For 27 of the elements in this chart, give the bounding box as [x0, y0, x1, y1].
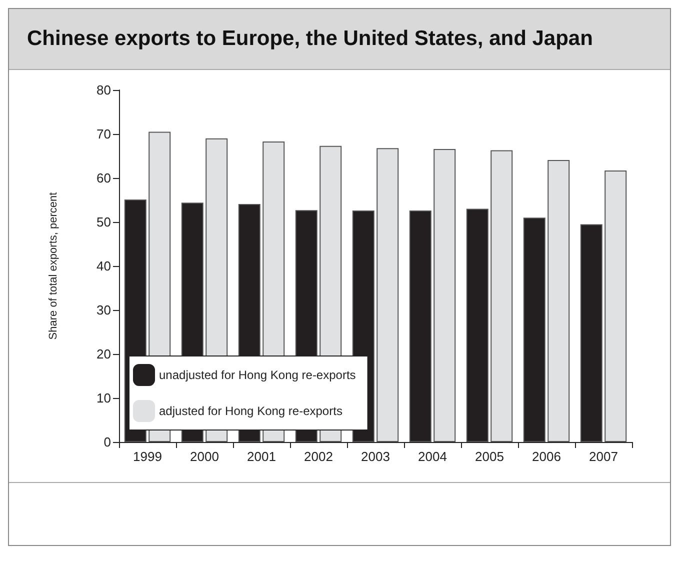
x-tick-label: 2005: [475, 449, 504, 464]
x-tick-label: 2003: [361, 449, 390, 464]
y-tick-label: 50: [96, 214, 111, 230]
y-tick-label: 70: [96, 126, 111, 142]
y-tick-label: 10: [96, 390, 111, 406]
y-tick-label: 0: [104, 434, 111, 450]
y-tick-label: 60: [96, 170, 111, 186]
y-tick-label: 80: [96, 82, 111, 98]
x-tick-label: 2001: [247, 449, 276, 464]
x-tick-label: 2006: [532, 449, 561, 464]
x-tick-label: 2000: [190, 449, 219, 464]
x-tick-label: 2007: [589, 449, 618, 464]
x-tick-label: 2002: [304, 449, 333, 464]
bar: [548, 160, 570, 442]
x-tick-label: 2004: [418, 449, 447, 464]
y-tick-label: 40: [96, 258, 111, 274]
y-axis-title: Share of total exports, percent: [48, 192, 60, 340]
bar: [604, 170, 627, 442]
y-tick-label: 20: [96, 346, 111, 362]
legend-label: unadjusted for Hong Kong re-exports: [159, 368, 356, 382]
chart-title: Chinese exports to Europe, the United States, and Japan: [9, 9, 670, 70]
x-tick-label: 1999: [133, 449, 162, 464]
legend-label: adjusted for Hong Kong re-exports: [159, 404, 342, 418]
bar: [376, 148, 399, 442]
bar: [490, 150, 513, 442]
y-tick-label: 30: [96, 302, 111, 318]
bar: [434, 148, 456, 442]
